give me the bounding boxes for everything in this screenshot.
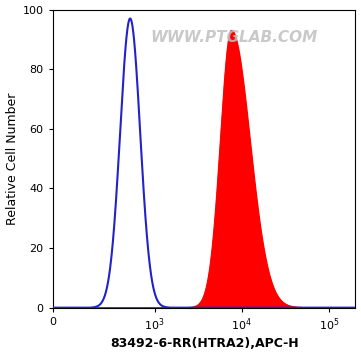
Text: WWW.PTGLAB.COM: WWW.PTGLAB.COM [151, 30, 318, 46]
Y-axis label: Relative Cell Number: Relative Cell Number [5, 93, 18, 225]
X-axis label: 83492-6-RR(HTRA2),APC-H: 83492-6-RR(HTRA2),APC-H [110, 337, 299, 350]
